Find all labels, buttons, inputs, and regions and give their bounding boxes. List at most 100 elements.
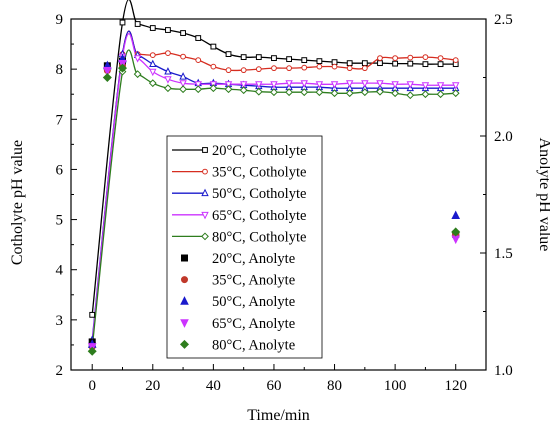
left-tick-label: 4 xyxy=(56,263,64,279)
catholyte-data-point xyxy=(300,80,308,88)
legend-box xyxy=(166,135,323,359)
catholyte-data-point xyxy=(286,65,293,72)
catholyte-data-point xyxy=(301,57,308,64)
right-axis-ticks: 1.0 1.5 2.0 2.5 xyxy=(480,12,513,379)
catholyte-data-point xyxy=(148,79,157,88)
legend-marker xyxy=(179,339,190,349)
anolyte-data-point xyxy=(102,72,112,83)
legend-marker xyxy=(202,147,208,153)
legend-marker xyxy=(180,319,189,328)
catholyte-data-point xyxy=(224,85,233,94)
x-tick-label: 120 xyxy=(444,378,467,394)
catholyte-data-point xyxy=(407,60,414,67)
catholyte-data-point xyxy=(377,60,383,67)
left-y-axis-title: Cotholyte pH value xyxy=(9,140,26,265)
catholyte-data-point xyxy=(240,67,247,74)
catholyte-data-point xyxy=(194,85,203,94)
right-tick-label: 1.5 xyxy=(494,246,513,262)
catholyte-data-point xyxy=(346,60,353,67)
catholyte-data-point xyxy=(194,81,202,89)
catholyte-data-point xyxy=(210,43,217,50)
legend-label: 65°C, Anolyte xyxy=(212,316,295,332)
catholyte-data-point xyxy=(270,88,278,97)
catholyte-data-point xyxy=(149,25,156,31)
catholyte-data-point xyxy=(165,27,171,33)
catholyte-data-point xyxy=(240,54,247,61)
catholyte-data-point xyxy=(422,61,429,68)
x-tick-label: 80 xyxy=(327,378,342,394)
catholyte-data-point xyxy=(224,81,233,89)
legend-marker xyxy=(201,188,209,197)
legend-label: 35°C, Anolyte xyxy=(212,273,295,289)
catholyte-data-point xyxy=(361,60,368,67)
legend-marker xyxy=(202,168,208,175)
right-tick-label: 2.0 xyxy=(494,129,513,145)
left-tick-label: 7 xyxy=(56,112,64,128)
catholyte-data-point xyxy=(225,67,232,74)
catholyte-data-point xyxy=(361,80,369,88)
catholyte-data-point xyxy=(421,90,430,99)
left-tick-label: 6 xyxy=(56,162,64,178)
catholyte-data-point xyxy=(239,86,248,95)
catholyte-data-point xyxy=(255,54,262,61)
catholyte-data-point xyxy=(149,68,157,77)
catholyte-data-point xyxy=(195,35,202,41)
catholyte-data-point xyxy=(134,21,141,27)
catholyte-data-point xyxy=(452,57,459,64)
catholyte-data-point xyxy=(149,52,156,59)
legend-marker xyxy=(180,296,189,305)
catholyte-data-point xyxy=(165,50,171,56)
catholyte-data-point xyxy=(149,59,157,68)
legend-label: 35°C, Cotholyte xyxy=(212,165,306,181)
catholyte-data-point xyxy=(254,87,263,96)
catholyte-data-point xyxy=(421,82,430,90)
legend-marker xyxy=(201,211,209,220)
catholyte-data-point xyxy=(392,55,399,62)
catholyte-data-point xyxy=(437,55,444,62)
catholyte-data-point xyxy=(330,81,339,89)
catholyte-data-point xyxy=(392,60,399,67)
catholyte-data-point xyxy=(225,51,232,58)
catholyte-data-point xyxy=(346,65,353,72)
x-tick-label: 100 xyxy=(384,378,407,394)
catholyte-data-point xyxy=(255,81,263,89)
legend-label: 20°C, Cotholyte xyxy=(212,143,306,159)
catholyte-data-point xyxy=(164,67,172,75)
catholyte-data-point xyxy=(195,57,202,64)
catholyte-data-point xyxy=(316,58,323,65)
right-y-axis-title: Anolyte pH value xyxy=(536,138,550,252)
catholyte-data-point xyxy=(345,80,354,88)
x-axis-ticks: 0 20 40 60 80 100 120 xyxy=(88,364,487,394)
catholyte-data-point xyxy=(179,72,187,80)
legend-marker xyxy=(201,232,209,241)
x-tick-label: 60 xyxy=(266,378,281,394)
series-markers xyxy=(87,19,461,356)
catholyte-data-point xyxy=(180,30,186,36)
anolyte-data-point xyxy=(87,346,97,356)
left-tick-label: 8 xyxy=(56,62,64,78)
catholyte-data-point xyxy=(301,64,308,71)
catholyte-data-point xyxy=(331,63,338,70)
x-axis-title: Time/min xyxy=(247,407,310,424)
catholyte-data-point xyxy=(164,84,172,93)
catholyte-data-point xyxy=(451,82,460,90)
catholyte-data-point xyxy=(377,55,383,62)
legend-label: 80°C, Cotholyte xyxy=(212,229,306,245)
catholyte-data-point xyxy=(89,311,96,318)
catholyte-data-point xyxy=(361,65,368,72)
right-tick-label: 1.0 xyxy=(494,363,513,379)
catholyte-data-point xyxy=(271,65,277,72)
catholyte-data-point xyxy=(376,80,384,88)
anolyte-data-point xyxy=(117,63,128,73)
catholyte-data-point xyxy=(391,89,400,98)
legend-label: 50°C, Anolyte xyxy=(212,294,295,310)
catholyte-data-point xyxy=(451,89,460,98)
legend-label: 20°C, Anolyte xyxy=(212,251,295,267)
legend-label: 50°C, Cotholyte xyxy=(212,186,306,202)
left-tick-label: 3 xyxy=(56,313,64,329)
x-tick-label: 20 xyxy=(145,378,160,394)
catholyte-data-point xyxy=(239,81,248,89)
legend-label: 80°C, Anolyte xyxy=(212,337,295,353)
anolyte-data-point xyxy=(451,210,461,220)
catholyte-data-point xyxy=(315,88,324,97)
